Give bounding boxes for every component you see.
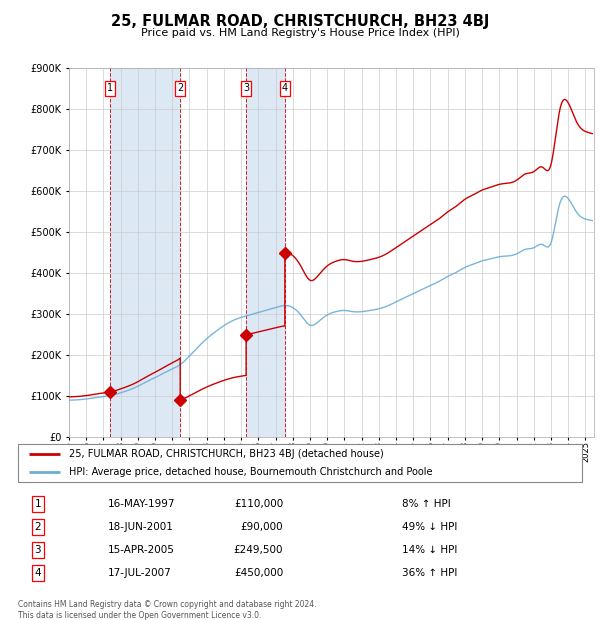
- Text: 3: 3: [34, 545, 41, 555]
- Text: 25, FULMAR ROAD, CHRISTCHURCH, BH23 4BJ (detached house): 25, FULMAR ROAD, CHRISTCHURCH, BH23 4BJ …: [69, 450, 383, 459]
- Bar: [110, 68, 180, 437]
- Text: Price paid vs. HM Land Registry's House Price Index (HPI): Price paid vs. HM Land Registry's House …: [140, 28, 460, 38]
- Text: £90,000: £90,000: [241, 522, 283, 532]
- FancyBboxPatch shape: [18, 444, 582, 482]
- Text: 14% ↓ HPI: 14% ↓ HPI: [401, 545, 457, 555]
- Text: 3: 3: [243, 84, 249, 94]
- Text: Contains HM Land Registry data © Crown copyright and database right 2024.
This d: Contains HM Land Registry data © Crown c…: [18, 600, 317, 619]
- Text: 18-JUN-2001: 18-JUN-2001: [108, 522, 174, 532]
- Text: £249,500: £249,500: [233, 545, 283, 555]
- Text: 17-JUL-2007: 17-JUL-2007: [108, 569, 172, 578]
- Text: 2: 2: [177, 84, 184, 94]
- Text: 36% ↑ HPI: 36% ↑ HPI: [401, 569, 457, 578]
- Text: 4: 4: [34, 569, 41, 578]
- Text: 1: 1: [107, 84, 113, 94]
- Text: 15-APR-2005: 15-APR-2005: [108, 545, 175, 555]
- Text: 4: 4: [282, 84, 288, 94]
- Text: £110,000: £110,000: [234, 498, 283, 509]
- Text: 2: 2: [34, 522, 41, 532]
- Text: 1: 1: [34, 498, 41, 509]
- Text: £450,000: £450,000: [234, 569, 283, 578]
- Bar: [246, 68, 285, 437]
- Text: 8% ↑ HPI: 8% ↑ HPI: [401, 498, 450, 509]
- Text: 16-MAY-1997: 16-MAY-1997: [108, 498, 176, 509]
- Text: 49% ↓ HPI: 49% ↓ HPI: [401, 522, 457, 532]
- Text: HPI: Average price, detached house, Bournemouth Christchurch and Poole: HPI: Average price, detached house, Bour…: [69, 467, 432, 477]
- Text: 25, FULMAR ROAD, CHRISTCHURCH, BH23 4BJ: 25, FULMAR ROAD, CHRISTCHURCH, BH23 4BJ: [111, 14, 489, 29]
